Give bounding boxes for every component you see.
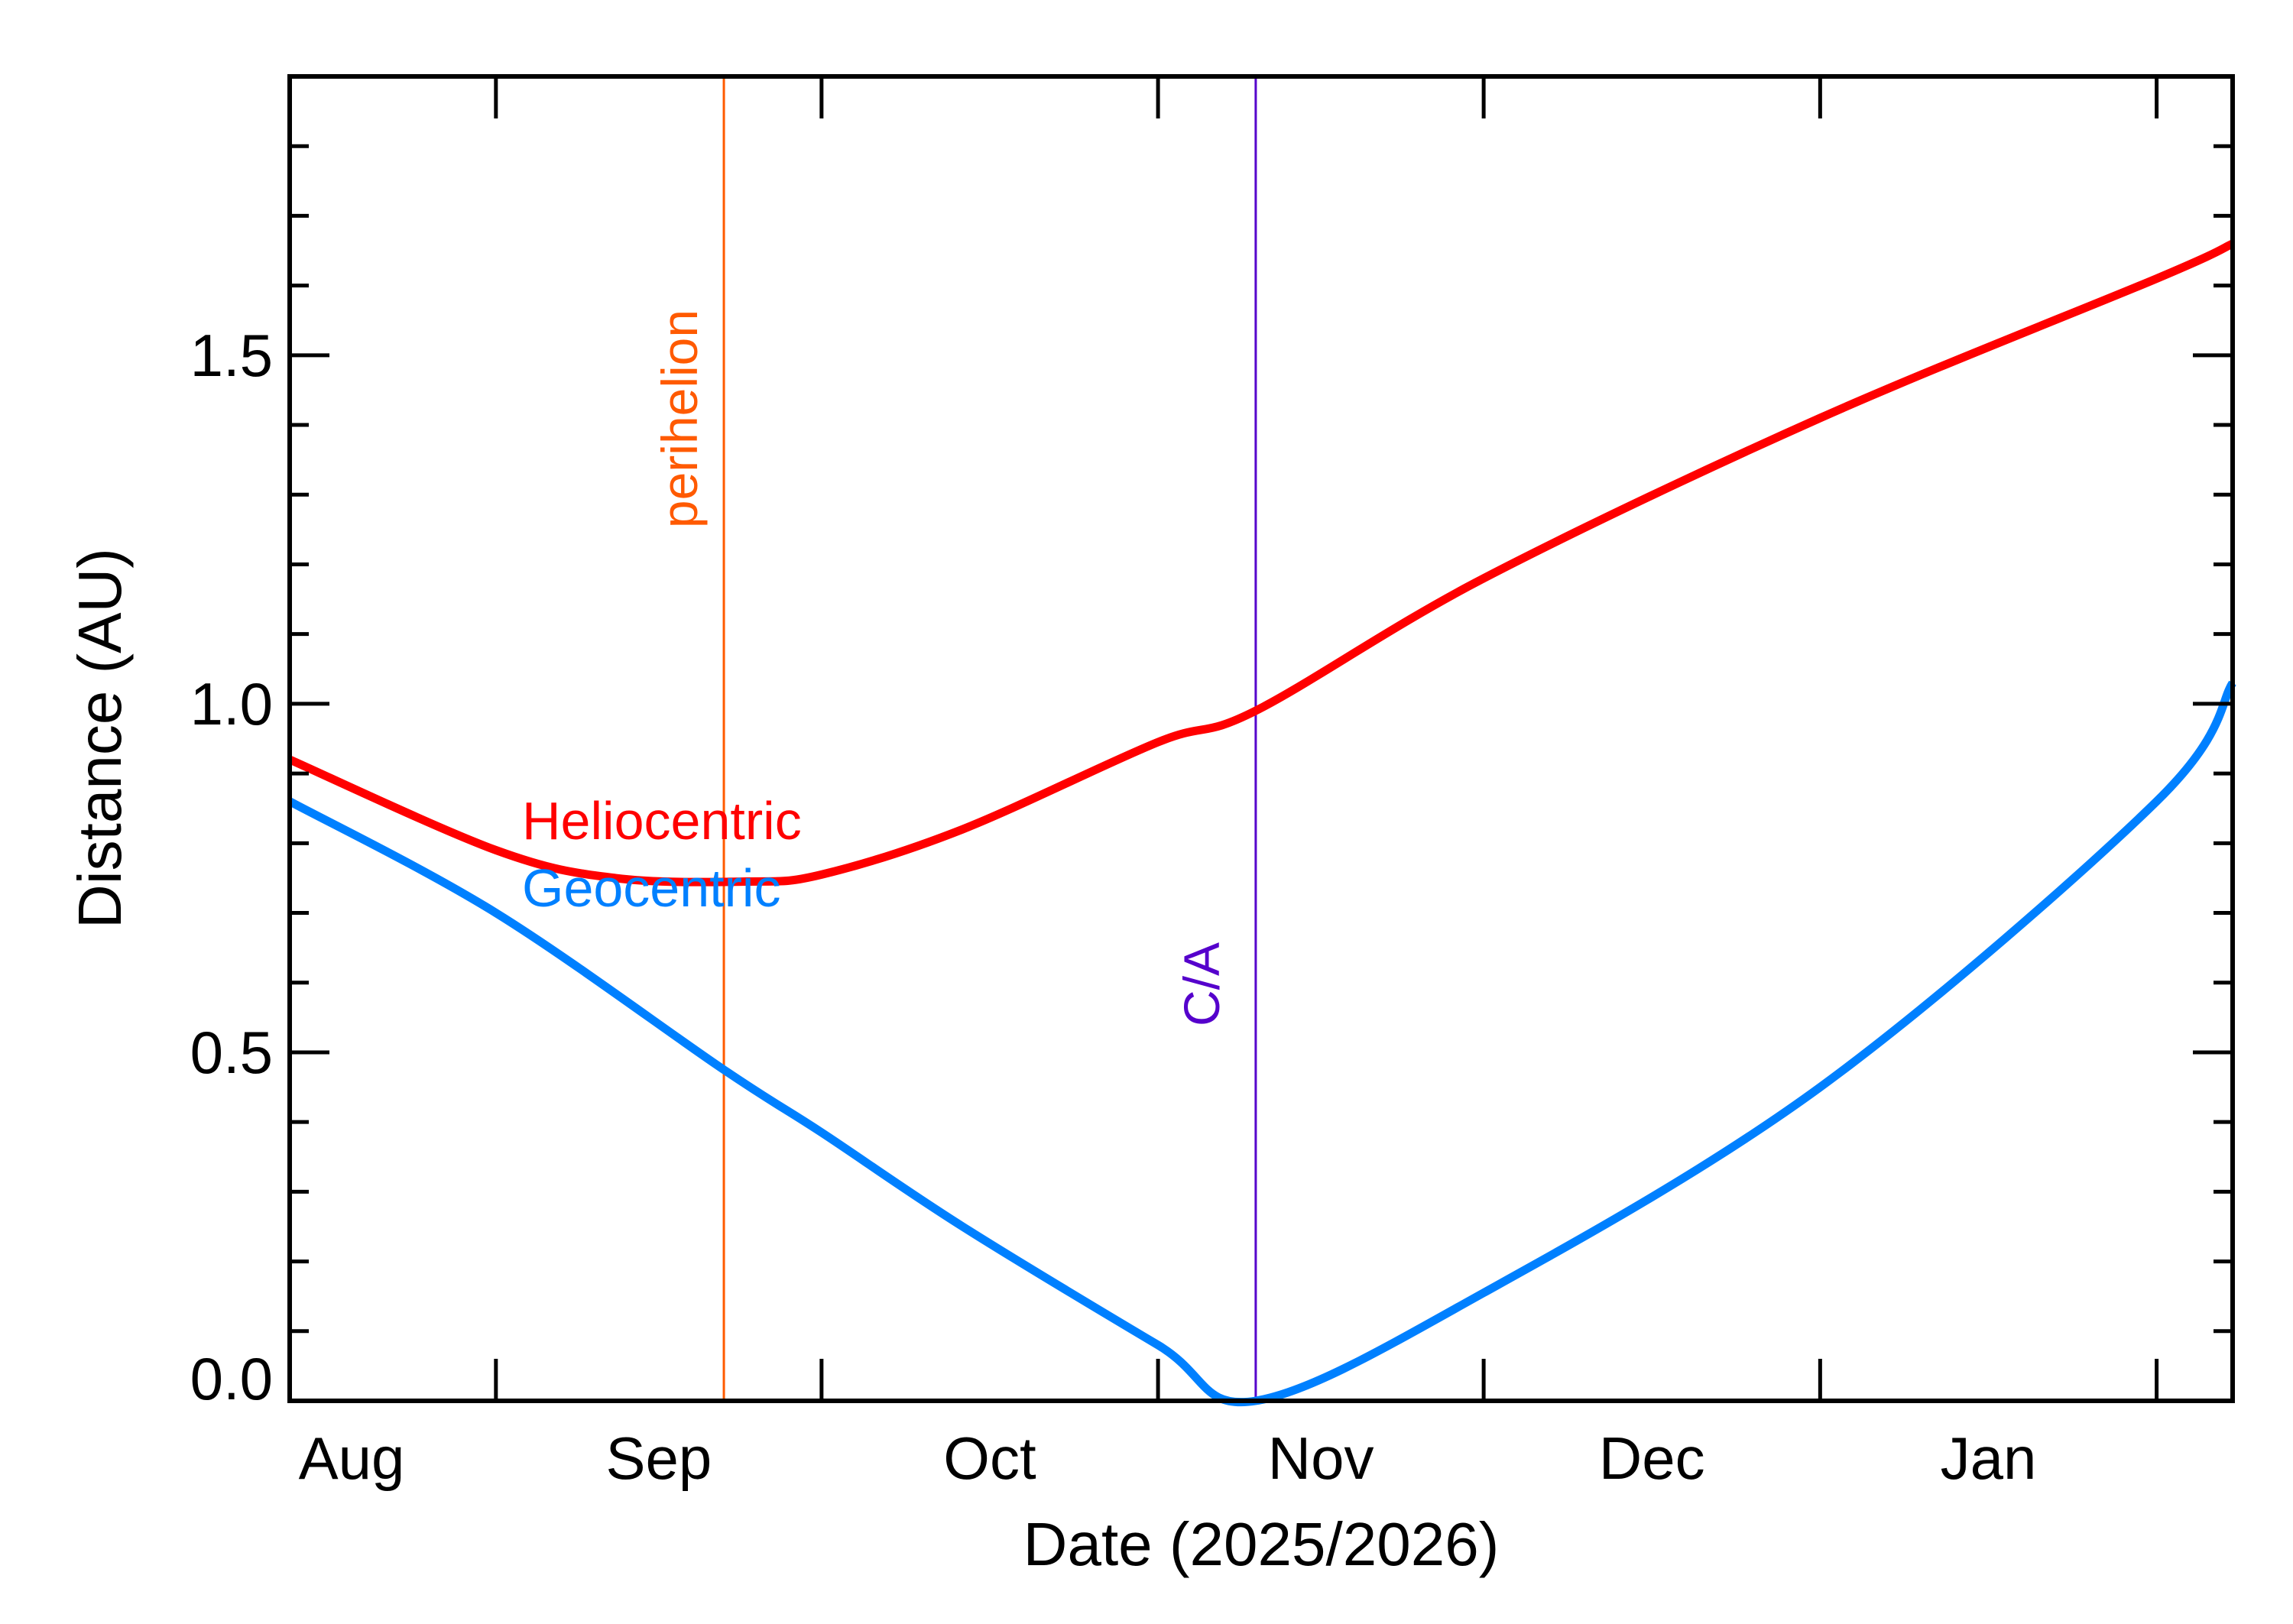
y-tick-labels: 0.0 0.5 1.0 1.5	[190, 322, 273, 1412]
x-tick-label: Sep	[605, 1425, 712, 1492]
plot-frame	[287, 74, 2235, 1403]
legend-heliocentric: Heliocentric	[522, 791, 802, 851]
x-axis-title: Date (2025/2026)	[1023, 1510, 1500, 1578]
x-tick-label: Aug	[299, 1425, 405, 1492]
x-tick-label: Nov	[1268, 1425, 1374, 1492]
x-tick-label: Dec	[1599, 1425, 1705, 1492]
y-tick-label: 0.0	[190, 1345, 273, 1412]
x-tick-label: Jan	[1941, 1425, 2037, 1492]
x-tick-labels: Aug Sep Oct Nov Dec Jan	[299, 1425, 2037, 1492]
x-tick-label: Oct	[943, 1425, 1036, 1492]
annotation-labels: perihelion C/A	[651, 310, 1230, 1026]
geocentric-line	[287, 680, 2236, 1407]
y-axis-title: Distance (AU)	[66, 548, 134, 929]
closest-approach-label: C/A	[1173, 942, 1230, 1026]
legend-geocentric: Geocentric	[522, 858, 780, 918]
axis-ticks	[290, 76, 2233, 1401]
y-tick-label: 1.0	[190, 670, 273, 737]
heliocentric-line	[287, 239, 2235, 887]
perihelion-label: perihelion	[651, 310, 708, 528]
y-tick-label: 1.5	[190, 322, 273, 389]
y-tick-label: 0.5	[190, 1019, 273, 1086]
chart-marks	[287, 76, 2236, 1407]
